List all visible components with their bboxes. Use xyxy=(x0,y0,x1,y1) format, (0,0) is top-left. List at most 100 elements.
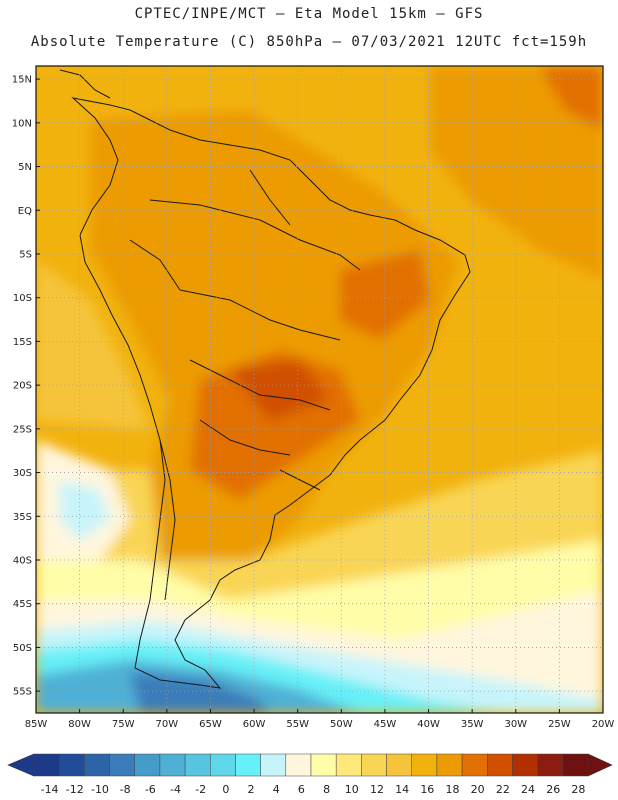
lon-label: 85W xyxy=(25,719,48,730)
lon-label: 45W xyxy=(374,719,397,730)
field-atlantic-ne-core xyxy=(540,66,603,130)
lon-label: 70W xyxy=(156,719,179,730)
lon-label: 75W xyxy=(112,719,135,730)
lat-label: EQ xyxy=(18,206,32,217)
colorbar-segment xyxy=(260,753,287,777)
lon-label: 65W xyxy=(199,719,222,730)
border-bolivia-brazil xyxy=(179,289,341,341)
lat-label: 15N xyxy=(12,75,32,86)
colorbar-label: 24 xyxy=(521,783,535,796)
colorbar-label: 14 xyxy=(395,783,409,796)
colorbar-segment xyxy=(210,753,236,777)
lon-label: 50W xyxy=(330,719,353,730)
colorbar-label: 4 xyxy=(273,783,280,796)
colorbar-label: 28 xyxy=(571,783,585,796)
lon-label: 20W xyxy=(592,719,615,730)
lat-label: 10S xyxy=(13,293,32,304)
border-venezuela xyxy=(249,169,291,226)
colorbar-label: 22 xyxy=(496,783,510,796)
colorbar-segment xyxy=(562,753,589,777)
colorbar-segment xyxy=(411,753,438,777)
colorbar-segment xyxy=(58,753,85,777)
coastlines xyxy=(59,69,471,689)
colorbar-label: 16 xyxy=(420,783,434,796)
colorbar-segment xyxy=(512,753,538,777)
colorbar-label: 26 xyxy=(546,783,560,796)
colorbar-label: 12 xyxy=(370,783,384,796)
colorbar-label: -8 xyxy=(120,783,131,796)
title-line-2: Absolute Temperature (C) 850hPa – 07/03/… xyxy=(30,34,588,50)
colorbar-segment xyxy=(84,753,110,777)
field-pacific-mid xyxy=(36,260,150,430)
lat-label: 30S xyxy=(13,468,32,479)
lat-label: 5N xyxy=(18,162,32,173)
colorbar-labels: -14 -12 -10 -8 -6 -4 -2 0 2 4 6 8 10 12 14 16 18 20 22 24 26… xyxy=(41,783,586,796)
lon-label: 40W xyxy=(417,719,440,730)
colorbar-label: -14 xyxy=(41,783,59,796)
colorbar-label: 18 xyxy=(446,783,460,796)
colorbar-segment xyxy=(436,753,463,777)
colorbar-segment xyxy=(335,753,362,777)
border-paraguay xyxy=(189,359,331,411)
lat-label: 25S xyxy=(13,424,32,435)
colorbar-label: 0 xyxy=(222,783,229,796)
lat-label: 35S xyxy=(13,512,32,523)
colorbar-segment xyxy=(361,753,387,777)
colorbar-segment xyxy=(33,753,60,777)
lon-label: 35W xyxy=(461,719,484,730)
lat-label: 15S xyxy=(13,337,32,348)
colorbar-label: 8 xyxy=(323,783,330,796)
lon-label: 60W xyxy=(243,719,266,730)
colorbar-segment xyxy=(134,753,161,777)
colorbar-label: 10 xyxy=(345,783,359,796)
colorbar-arrow-right xyxy=(587,753,613,777)
colorbar-segment xyxy=(235,753,261,777)
lat-label: 45S xyxy=(13,599,32,610)
south-america-coast xyxy=(71,97,471,689)
field-hotspot-core xyxy=(230,360,330,420)
colorbar-label: -12 xyxy=(66,783,84,796)
colorbar-label: 6 xyxy=(298,783,305,796)
colorbar xyxy=(7,753,613,777)
border-amazon xyxy=(149,199,361,271)
colorbar-label: 20 xyxy=(471,783,485,796)
colorbar-label: -4 xyxy=(170,783,181,796)
lat-label: 50S xyxy=(13,643,32,654)
colorbar-label: 2 xyxy=(248,783,255,796)
temperature-field xyxy=(36,66,603,713)
colorbar-segment xyxy=(386,753,412,777)
lat-label: 10N xyxy=(12,118,32,129)
border-argentina-north xyxy=(199,419,291,456)
lon-label: 80W xyxy=(68,719,91,730)
colorbar-segment xyxy=(461,753,488,777)
lat-label: 5S xyxy=(19,249,32,260)
central-america-coast xyxy=(59,69,111,99)
map-frame xyxy=(35,65,604,714)
colorbar-segment xyxy=(487,753,513,777)
colorbar-segment xyxy=(184,753,211,777)
field-pacific-lightblue xyxy=(60,480,110,540)
latitude-labels: 15N 10N 5N EQ 5S 10S 15S 20S 25S 30S 35S 40S 45S 50S 5… xyxy=(12,75,40,698)
colorbar-segment xyxy=(285,753,312,777)
colorbar-segment xyxy=(109,753,135,777)
colorbar-label: -2 xyxy=(195,783,206,796)
lon-label: 30W xyxy=(504,719,527,730)
title-line-1: CPTEC/INPE/MCT – Eta Model 15km – GFS xyxy=(134,6,484,22)
lon-label: 25W xyxy=(548,719,571,730)
colorbar-segment xyxy=(537,753,564,777)
colorbar-segment xyxy=(159,753,186,777)
longitude-labels: 85W 80W 75W 70W 65W 60W 55W 50W 45W 40W 35W 30W 25W 2… xyxy=(25,709,615,730)
lat-label: 40S xyxy=(13,555,32,566)
field-south-deepblue xyxy=(130,672,270,713)
lat-label: 20S xyxy=(13,381,32,392)
colorbar-label: -10 xyxy=(91,783,109,796)
lat-label: 55S xyxy=(13,687,32,698)
lon-label: 55W xyxy=(286,719,309,730)
border-peru xyxy=(129,239,181,291)
border-uruguay xyxy=(279,469,321,491)
colorbar-segment xyxy=(310,753,337,777)
colorbar-label: -6 xyxy=(145,783,156,796)
lat-lon-grid xyxy=(36,66,603,713)
colorbar-arrow-left xyxy=(7,753,35,777)
